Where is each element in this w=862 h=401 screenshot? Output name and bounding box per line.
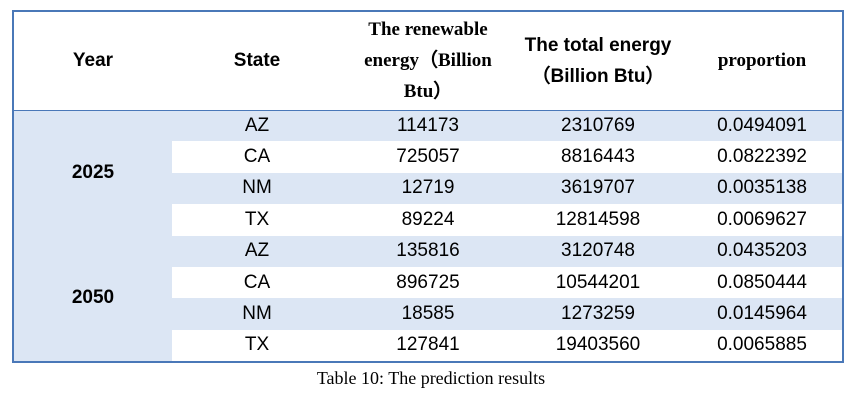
table-row: CA 725057 8816443 0.0822392 xyxy=(14,141,842,173)
renewable-cell: 896725 xyxy=(342,266,514,299)
header-total: The total energy（Billion Btu） xyxy=(514,12,682,111)
table-row: TX 89224 12814598 0.0069627 xyxy=(14,204,842,236)
total-cell: 3120748 xyxy=(514,235,682,267)
prediction-table: Year State The renewable energy（Billion … xyxy=(14,12,842,361)
total-cell: 12814598 xyxy=(514,204,682,236)
proportion-cell: 0.0494091 xyxy=(682,110,842,142)
header-renewable-label: The renewable energy（Billion Btu） xyxy=(364,19,492,103)
total-cell: 2310769 xyxy=(514,110,682,142)
header-year: Year xyxy=(14,12,172,111)
total-cell: 3619707 xyxy=(514,172,682,205)
state-cell: AZ xyxy=(172,235,342,267)
total-cell: 8816443 xyxy=(514,141,682,173)
header-total-label: The total energy（Billion Btu） xyxy=(524,34,672,87)
table-row: TX 127841 19403560 0.0065885 xyxy=(14,329,842,361)
state-cell: AZ xyxy=(172,110,342,142)
table-caption: Table 10: The prediction results xyxy=(316,368,546,388)
state-cell: NM xyxy=(172,298,342,330)
renewable-cell: 135816 xyxy=(342,235,514,267)
proportion-cell: 0.0065885 xyxy=(682,329,842,361)
proportion-cell: 0.0850444 xyxy=(682,266,842,299)
renewable-cell: 114173 xyxy=(342,110,514,142)
renewable-cell: 127841 xyxy=(342,329,514,361)
total-cell: 1273259 xyxy=(514,298,682,330)
state-cell: NM xyxy=(172,172,342,205)
state-cell: CA xyxy=(172,266,342,299)
renewable-cell: 89224 xyxy=(342,204,514,236)
header-renewable: The renewable energy（Billion Btu） xyxy=(342,12,514,111)
renewable-cell: 18585 xyxy=(342,298,514,330)
table-row: 2050 AZ 135816 3120748 0.0435203 xyxy=(14,235,842,361)
renewable-cell: 12719 xyxy=(342,172,514,205)
proportion-cell: 0.0822392 xyxy=(682,141,842,173)
header-state: State xyxy=(172,12,342,111)
renewable-cell: 725057 xyxy=(342,141,514,173)
proportion-cell: 0.0035138 xyxy=(682,172,842,205)
table-row: 2025 AZ 114173 2310769 0.0494091 xyxy=(14,110,842,236)
total-cell: 19403560 xyxy=(514,329,682,361)
state-cell: CA xyxy=(172,141,342,173)
year-cell: 2050 xyxy=(14,235,172,361)
proportion-cell: 0.0145964 xyxy=(682,298,842,330)
proportion-cell: 0.0069627 xyxy=(682,204,842,236)
table-row: NM 12719 3619707 0.0035138 xyxy=(14,172,842,205)
state-cell: TX xyxy=(172,329,342,361)
state-cell: TX xyxy=(172,204,342,236)
total-cell: 10544201 xyxy=(514,266,682,299)
header-proportion: proportion xyxy=(682,12,842,111)
table-row: CA 896725 10544201 0.0850444 xyxy=(14,266,842,299)
header-row: Year State The renewable energy（Billion … xyxy=(14,12,842,111)
table-row: NM 18585 1273259 0.0145964 xyxy=(14,298,842,330)
proportion-cell: 0.0435203 xyxy=(682,235,842,267)
year-cell: 2025 xyxy=(14,110,172,236)
prediction-table-frame: Year State The renewable energy（Billion … xyxy=(12,10,844,363)
